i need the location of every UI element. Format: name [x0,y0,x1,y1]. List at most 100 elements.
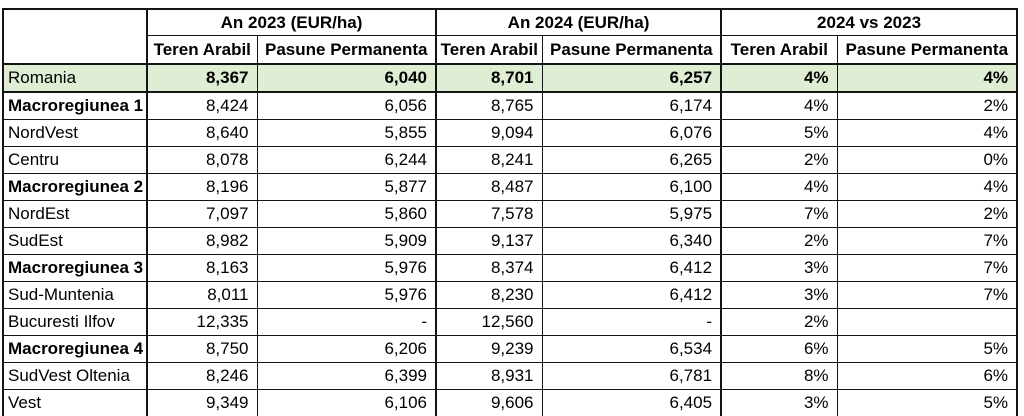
table-row-sudest: SudEst 8,982 5,909 9,137 6,340 2% 7% [2,227,1018,255]
cell: 8,078 [146,146,258,174]
table-row-sud-muntenia: Sud-Muntenia 8,011 5,976 8,230 6,412 3% … [2,281,1018,309]
cell: 8,011 [146,281,258,309]
cell: 8,163 [146,254,258,282]
cell: 12,560 [435,308,543,336]
table-header: An 2023 (EUR/ha) An 2024 (EUR/ha) 2024 v… [2,8,1018,65]
cell: 4% [720,91,838,120]
cell-empty [836,308,1018,336]
table-row-macroregiunea-1: Macroregiunea 1 8,424 6,056 8,765 6,174 … [2,91,1018,120]
cell: 8,765 [435,91,543,120]
region-cell: Macroregiunea 1 [2,91,148,120]
cell: 6,412 [541,281,723,309]
cell: 9,137 [435,227,543,255]
table-row-bucuresti-ilfov: Bucuresti Ilfov 12,335 - 12,560 - 2% [2,308,1018,336]
cell: 4% [836,173,1018,201]
cell: 8,241 [435,146,543,174]
subheader-pasune-permanenta-2024: Pasune Permanenta [541,35,723,65]
cell: 8,424 [146,91,258,120]
cell: 6,257 [541,63,723,93]
cell: 9,349 [146,389,258,416]
table-body: Romania 8,367 6,040 8,701 6,257 4% 4% Ma… [2,63,1018,416]
table-row-macroregiunea-4: Macroregiunea 4 8,750 6,206 9,239 6,534 … [2,335,1018,363]
cell: 6,106 [256,389,438,416]
cell: 5,855 [256,119,438,147]
cell: 6,399 [256,362,438,390]
cell: 6,340 [541,227,723,255]
cell: 6,206 [256,335,438,363]
cell: 9,606 [435,389,543,416]
group-header-an-2024: An 2024 (EUR/ha) [435,8,723,36]
cell: 5,860 [256,200,438,228]
cell: 4% [720,173,838,201]
cell: 7,578 [435,200,543,228]
subheader-teren-arabil-vs: Teren Arabil [720,35,838,65]
cell: 0% [836,146,1018,174]
cell: 8,487 [435,173,543,201]
cell: 3% [720,281,838,309]
cell: 5% [720,119,838,147]
land-price-table: An 2023 (EUR/ha) An 2024 (EUR/ha) 2024 v… [2,8,1019,416]
cell: 5,909 [256,227,438,255]
cell: 8,640 [146,119,258,147]
cell: 8,982 [146,227,258,255]
cell-missing-value: - [541,308,723,336]
cell: 7% [720,200,838,228]
table-row-macroregiunea-3: Macroregiunea 3 8,163 5,976 8,374 6,412 … [2,254,1018,282]
cell: 6,412 [541,254,723,282]
cell: 8,246 [146,362,258,390]
cell: 5,877 [256,173,438,201]
corner-cell [2,8,148,65]
cell: 6% [836,362,1018,390]
cell: 6,405 [541,389,723,416]
cell: 6% [720,335,838,363]
cell: 6,534 [541,335,723,363]
table-row-nordvest: NordVest 8,640 5,855 9,094 6,076 5% 4% [2,119,1018,147]
subheader-row: Teren Arabil Pasune Permanenta Teren Ara… [3,35,1018,65]
cell: 8,196 [146,173,258,201]
subheader-teren-arabil-2024: Teren Arabil [435,35,543,65]
cell: 4% [836,119,1018,147]
region-cell: SudEst [2,227,148,255]
region-cell: Centru [2,146,148,174]
cell: 6,040 [256,63,438,93]
cell: 7% [836,254,1018,282]
cell: 2% [836,91,1018,120]
region-cell: Sud-Muntenia [2,281,148,309]
cell: 3% [720,389,838,416]
cell: 4% [836,63,1018,93]
region-cell: Romania [2,63,148,93]
cell: 5,976 [256,254,438,282]
cell: 6,781 [541,362,723,390]
cell: 4% [720,63,838,93]
cell: 8,230 [435,281,543,309]
table-row-macroregiunea-2: Macroregiunea 2 8,196 5,877 8,487 6,100 … [2,173,1018,201]
table-row-romania: Romania 8,367 6,040 8,701 6,257 4% 4% [2,63,1018,93]
cell: 7% [836,227,1018,255]
subheader-pasune-permanenta-2023: Pasune Permanenta [256,35,438,65]
region-cell: NordVest [2,119,148,147]
subheader-pasune-permanenta-vs: Pasune Permanenta [836,35,1018,65]
cell: 6,174 [541,91,723,120]
cell: 6,265 [541,146,723,174]
cell: 6,056 [256,91,438,120]
cell: 5% [836,335,1018,363]
cell: 2% [720,227,838,255]
cell-missing-value: - [256,308,438,336]
region-cell: Macroregiunea 4 [2,335,148,363]
cell: 7,097 [146,200,258,228]
region-cell: Vest [2,389,148,416]
cell: 8,750 [146,335,258,363]
cell: 8% [720,362,838,390]
cell: 2% [720,146,838,174]
cell: 8,374 [435,254,543,282]
table-row-sudvest-oltenia: SudVest Oltenia 8,246 6,399 8,931 6,781 … [2,362,1018,390]
cell: 5% [836,389,1018,416]
region-cell: SudVest Oltenia [2,362,148,390]
table-row-centru: Centru 8,078 6,244 8,241 6,265 2% 0% [2,146,1018,174]
group-header-2024-vs-2023: 2024 vs 2023 [720,8,1018,36]
cell: 2% [720,308,838,336]
cell: 2% [836,200,1018,228]
cell: 8,367 [146,63,258,93]
region-cell: NordEst [2,200,148,228]
